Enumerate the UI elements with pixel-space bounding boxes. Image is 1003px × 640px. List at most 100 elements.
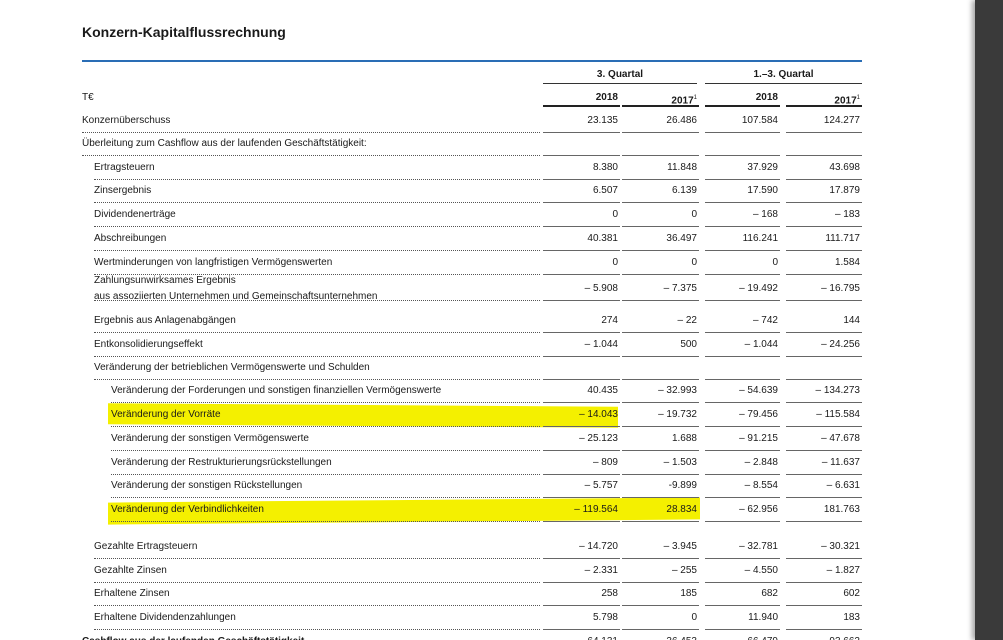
separator [543,179,620,180]
cell-value: – 32.993 [658,385,697,396]
cell-value: 0 [691,209,697,220]
separator [622,356,699,357]
separator [543,582,620,583]
cell-value: – 25.123 [579,433,618,444]
cell-value: – 7.375 [663,283,697,294]
year: 2018 [595,92,618,103]
cell-value: 682 [761,588,778,599]
cell-value: 64.131 [543,636,618,640]
cell-value: – 3.945 [663,541,697,552]
row-label: Gezahlte Zinsen [94,565,167,576]
row-label: Dividendenerträge [94,209,176,220]
separator [622,402,699,403]
cell-value: 107.584 [741,115,778,126]
page-edge [975,0,1003,640]
separator [622,582,699,583]
cell-value: 111.717 [825,233,860,244]
cell-value: 40.435 [587,385,618,396]
row-label: Veränderung der Restrukturierungsrückste… [111,457,332,468]
row-label: Zinsergebnis [94,185,152,196]
group-header: 1.–3. Quartal [753,69,814,80]
separator [543,521,620,522]
cell-value: 602 [843,588,860,599]
row-label: Cashflow aus der laufenden Geschäftstäti… [82,636,304,640]
cell-value: 11.848 [667,162,697,173]
cell-value: – 134.273 [815,385,861,396]
separator [111,402,540,403]
cell-value: 181.763 [823,504,860,515]
separator [622,379,699,380]
cell-value: 23.135 [587,115,618,126]
separator [543,605,620,606]
cell-value: – 2.848 [744,457,778,468]
separator [94,582,540,583]
cell-value: 1.688 [671,433,697,444]
separator [94,300,540,301]
unit: T€ [82,92,94,103]
cell-value: – 14.720 [579,541,618,552]
separator [622,155,699,156]
separator [786,250,862,251]
separator [786,202,862,203]
separator [622,332,699,333]
separator [82,132,540,133]
cell-value: – 742 [752,315,778,326]
title: Konzern-Kapitalflussrechnung [82,24,286,40]
separator [786,356,862,357]
cell-value: 6.507 [592,185,618,196]
rule [622,105,699,107]
row-label: Erhaltene Zinsen [94,588,170,599]
row-label: Entkonsolidierungseffekt [94,339,203,350]
cell-value: 0 [772,257,778,268]
row-label: Veränderung der sonstigen Vermögenswerte [111,433,309,444]
separator [705,558,780,559]
year: 2017 [671,95,694,107]
cell-value: 36.453 [622,636,697,640]
row-label: Veränderung der Vorräte [111,409,221,420]
separator [705,356,780,357]
separator [786,558,862,559]
separator [543,250,620,251]
column-header: 20171 [622,92,697,107]
separator [705,402,780,403]
separator [705,450,780,451]
separator [94,332,540,333]
year: 2017 [834,95,857,107]
separator [111,521,540,522]
separator [786,132,862,133]
separator [543,474,620,475]
cell-value: – 16.795 [821,283,860,294]
cell-value: – 1.044 [744,339,778,350]
separator [786,629,862,630]
cell-value: – 1.044 [584,339,618,350]
separator [111,497,540,498]
separator [622,226,699,227]
separator [543,629,620,630]
separator [705,474,780,475]
separator [622,605,699,606]
separator [786,379,862,380]
footnote-mark: 1 [856,95,860,101]
cell-value: – 255 [671,565,697,576]
separator [622,450,699,451]
cell-value: 144 [843,315,860,326]
separator [786,402,862,403]
column-header: 2018 [705,92,778,104]
separator [705,274,780,275]
row-label: Überleitung zum Cashflow aus der laufend… [82,138,367,149]
row-label: Wertminderungen von langfristigen Vermög… [94,257,333,268]
cell-value: – 5.757 [584,480,618,491]
cell-value: – 1.503 [663,457,697,468]
cell-value: 183 [843,612,860,623]
rule [82,60,862,62]
separator [786,155,862,156]
cell-value: – 809 [592,457,618,468]
separator [705,582,780,583]
separator [786,226,862,227]
rule [543,83,697,84]
row-label: Konzernüberschuss [82,115,171,126]
separator [705,521,780,522]
separator [705,300,780,301]
cell-value: – 11.637 [821,457,860,468]
cell-value: – 119.564 [574,504,618,515]
